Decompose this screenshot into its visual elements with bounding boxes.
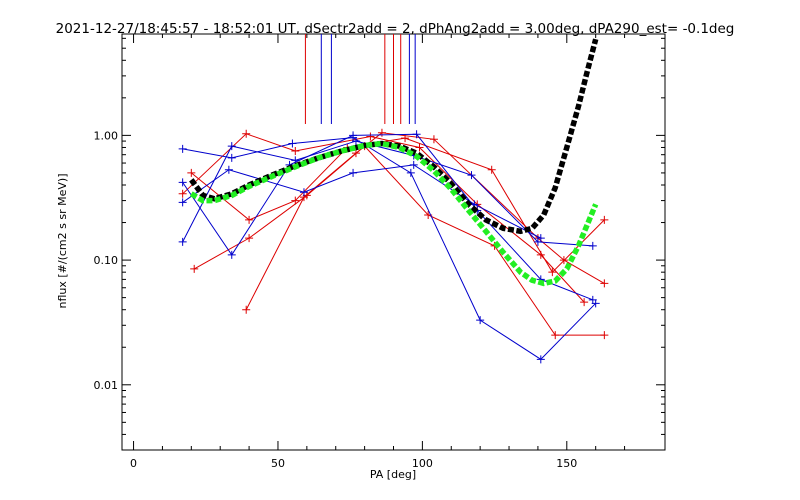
red-data-point	[187, 168, 196, 177]
red-data-point	[559, 256, 568, 265]
red-data-point	[377, 128, 386, 137]
x-tick-label: 100	[412, 457, 433, 470]
red-data-point	[242, 305, 251, 314]
y-axis-label: nflux [#/(cm2 s sr MeV)]	[56, 174, 69, 309]
blue-data-point	[288, 139, 297, 148]
blue-data-point	[227, 153, 236, 162]
blue-data-point	[227, 250, 236, 259]
y-tick-label: 0.10	[94, 254, 119, 267]
y-tick-label: 1.00	[94, 129, 119, 142]
red-data-point	[291, 146, 300, 155]
red-series-line	[182, 133, 585, 303]
red-data-point	[600, 279, 609, 288]
blue-data-point	[351, 137, 360, 146]
blue-series-line	[182, 137, 597, 360]
blue-data-point	[178, 178, 187, 187]
x-tick-label: 0	[130, 457, 137, 470]
red-data-point	[415, 143, 424, 152]
model-fits	[189, 38, 599, 287]
red-data-point	[600, 331, 609, 340]
blue-data-point	[467, 171, 476, 180]
red-data-point	[351, 149, 360, 158]
red-data-point	[487, 165, 496, 174]
x-axis-label: PA [deg]	[370, 468, 416, 481]
blue-data-point	[536, 234, 545, 243]
red-data-point	[242, 129, 251, 138]
red-data-point	[548, 268, 557, 277]
blue-data-point	[299, 188, 308, 197]
blue-data-point	[227, 142, 236, 151]
x-tick-label: 50	[271, 457, 285, 470]
blue-data-point	[406, 168, 415, 177]
red-data-point	[429, 135, 438, 144]
blue-data-point	[178, 198, 187, 207]
blue-data-point	[588, 295, 597, 304]
red-data-point	[600, 215, 609, 224]
chart-title: 2021-12-27/18:45:57 - 18:52:01 UT, dSect…	[56, 21, 735, 37]
x-tick-label: 150	[556, 457, 577, 470]
red-data-point	[536, 250, 545, 259]
red-data-point	[190, 264, 199, 273]
red-series-line	[191, 137, 605, 273]
blue-series-line	[182, 140, 593, 247]
blue-data-point	[412, 130, 421, 139]
red-data-point	[245, 234, 254, 243]
green-fit-curve	[189, 140, 599, 287]
vertical-markers	[304, 34, 416, 124]
blue-data-point	[476, 316, 485, 325]
y-tick-label: 0.01	[94, 379, 119, 392]
red-series-line	[193, 145, 605, 336]
blue-data-point	[178, 144, 187, 153]
blue-data-point	[536, 355, 545, 364]
blue-data-point	[224, 165, 233, 174]
blue-data-point	[588, 241, 597, 250]
blue-data-point	[349, 131, 358, 140]
red-series-line	[245, 132, 605, 310]
data-series	[178, 128, 609, 364]
red-data-point	[245, 215, 254, 224]
blue-data-point	[178, 237, 187, 246]
blue-series-line	[182, 164, 542, 239]
blue-series-line	[182, 133, 593, 301]
blue-data-point	[409, 160, 418, 169]
blue-data-point	[349, 168, 358, 177]
red-data-point	[178, 189, 187, 198]
red-data-point	[366, 132, 375, 141]
red-data-point	[580, 298, 589, 307]
axes: 0 50 100 150 0.01 0.10 1.00	[94, 34, 665, 470]
red-data-point	[291, 196, 300, 205]
red-data-point	[551, 331, 560, 340]
